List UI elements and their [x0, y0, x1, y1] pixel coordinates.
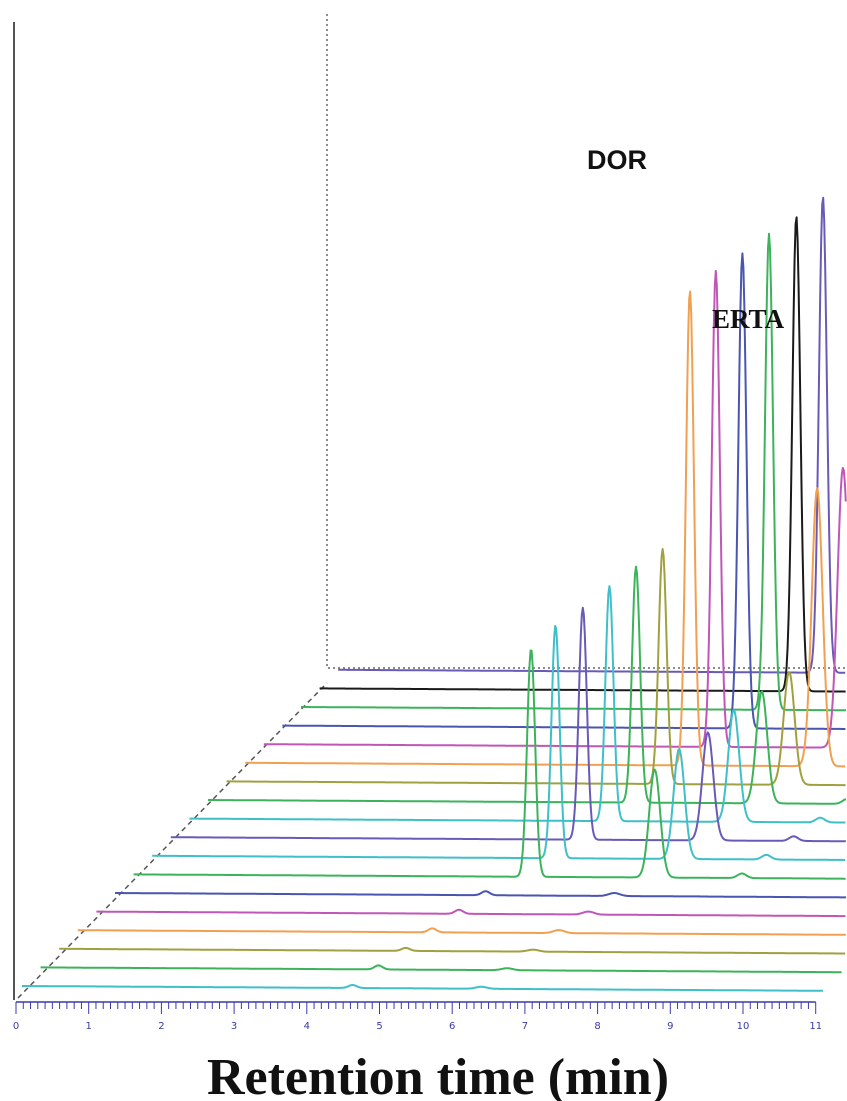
chromatogram-trace	[338, 196, 846, 674]
chromatogram-trace	[152, 624, 846, 861]
chromatogram-trace	[282, 252, 846, 730]
x-tick-label: 2	[158, 1021, 164, 1032]
chromatogram-traces	[22, 196, 847, 992]
x-tick-label: 8	[594, 1021, 600, 1032]
chromatogram-trace	[59, 946, 846, 955]
x-tick-label: 9	[667, 1021, 673, 1032]
x-axis-ticks: 0 1 2 3 4 5 6 7 8 9 10 11	[13, 1002, 822, 1032]
chromatogram-trace	[40, 964, 842, 974]
x-tick-label: 5	[376, 1021, 382, 1032]
chromatogram-trace	[115, 890, 846, 899]
x-tick-label: 0	[13, 1021, 19, 1032]
chromatogram-trace	[189, 585, 846, 824]
chromatogram-trace	[208, 565, 847, 805]
chromatogram-trace	[245, 290, 846, 768]
chromatogram-trace	[263, 269, 847, 749]
dor-peak-label: DOR	[587, 145, 647, 175]
x-tick-label: 1	[86, 1021, 92, 1032]
back-wall-dotted-line	[326, 14, 845, 669]
x-tick-label: 10	[737, 1021, 750, 1032]
chromatogram-trace	[301, 232, 846, 712]
chromatogram-trace	[96, 908, 846, 918]
chromatogram-trace	[170, 606, 846, 843]
x-tick-label: 4	[304, 1021, 310, 1032]
x-tick-label: 7	[522, 1021, 528, 1032]
chromatogram-trace	[77, 927, 846, 936]
x-axis-title: Retention time (min)	[207, 1049, 669, 1101]
erta-peak-label: ERTA	[712, 304, 785, 334]
chromatogram-trace	[22, 984, 823, 992]
x-tick-label: 3	[231, 1021, 237, 1032]
x-tick-label: 11	[809, 1021, 822, 1032]
x-tick-label: 6	[449, 1021, 455, 1032]
chromatogram-trace	[133, 649, 846, 880]
depth-axis-dashed-line	[17, 682, 328, 999]
